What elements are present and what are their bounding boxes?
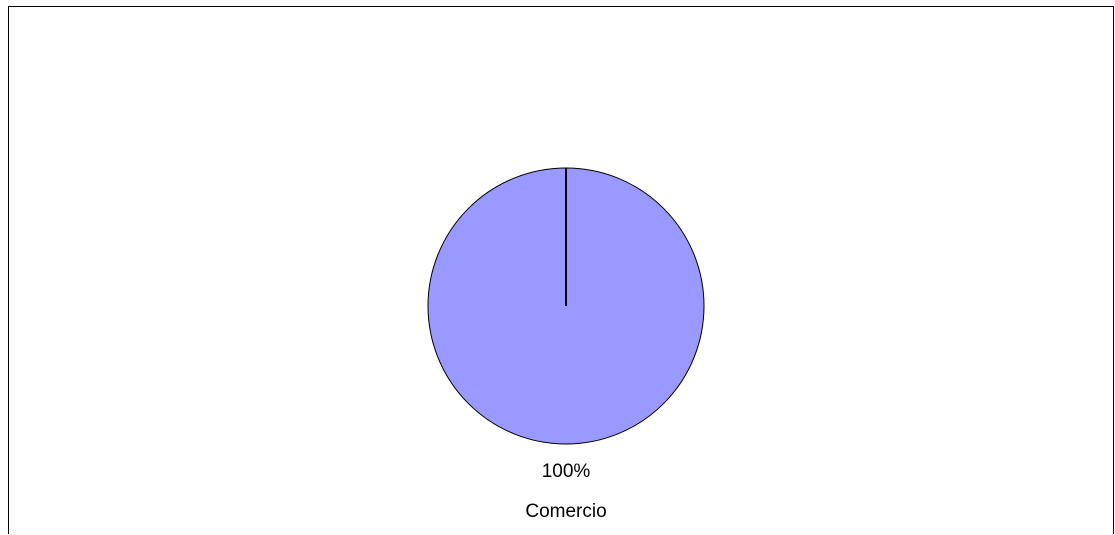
pie-labels: 100% Comercio: [525, 461, 606, 522]
pie-slices: [427, 167, 705, 445]
slice-percent-label: 100%: [542, 461, 591, 482]
slice-category-label: Comercio: [525, 501, 606, 522]
